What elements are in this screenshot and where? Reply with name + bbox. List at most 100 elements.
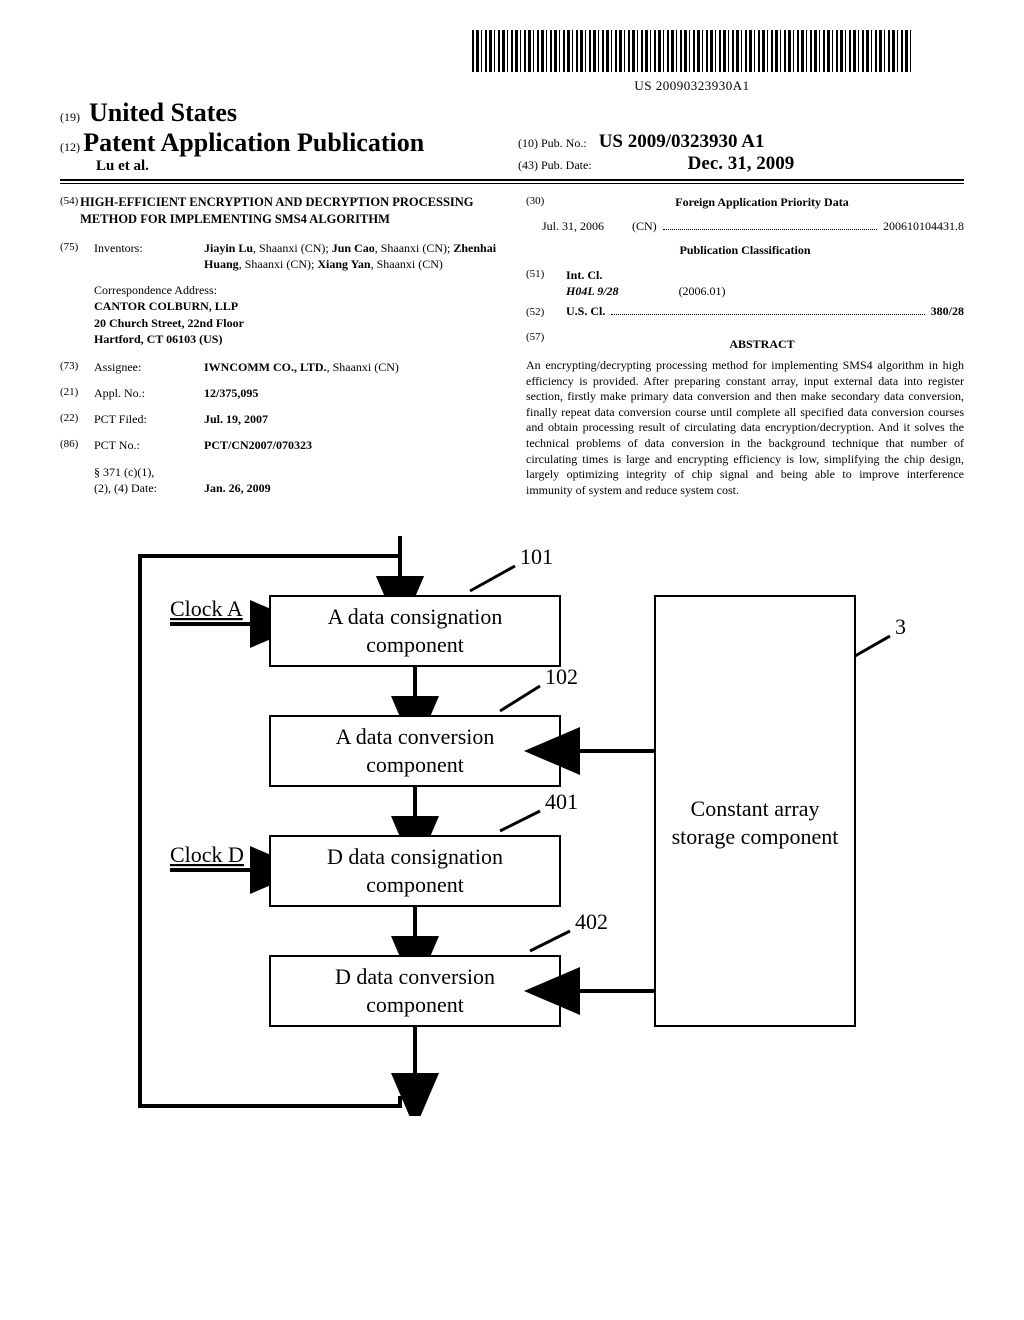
field-371b: (2), (4) Date: Jan. 26, 2009 [60,480,498,496]
abstract-text: An encrypting/decrypting processing meth… [526,358,964,498]
invention-title: HIGH-EFFICIENT ENCRYPTION AND DECRYPTION… [80,194,498,228]
pub-no-row: (10) Pub. No.: US 2009/0323930 A1 [518,131,964,153]
divider-thin [60,183,964,184]
inid-52: (52) [526,305,560,320]
ref-3: 3 [895,614,906,639]
field-51: (51) Int. Cl. H04L 9/28 (2006.01) [526,267,964,299]
ref-102-leader [500,686,540,711]
bibliographic-columns: (54) HIGH-EFFICIENT ENCRYPTION AND DECRY… [60,194,964,506]
s371-label2: (2), (4) Date: [94,480,204,496]
barcode-text: US 20090323930A1 [420,78,964,94]
country: United States [89,98,237,127]
inventors-value: Jiayin Lu, Shaanxi (CN); Jun Cao, Shaanx… [204,240,498,272]
field-371: § 371 (c)(1), [60,464,498,480]
ref-3-leader [855,636,890,656]
inid-73: (73) [60,359,94,375]
pub-no: US 2009/0323930 A1 [599,131,765,152]
inid-30: (30) [526,194,560,210]
box-402-l1: D data conversion [335,964,495,989]
inid-75: (75) [60,240,94,272]
intcl-code: H04L 9/28 [566,283,619,299]
pubclass-heading: Publication Classification [526,242,964,258]
pub-type-row: (12) Patent Application Publication [60,128,506,158]
inid-86: (86) [60,437,94,453]
field-54: (54) HIGH-EFFICIENT ENCRYPTION AND DECRY… [60,194,498,228]
box-3-l2: storage component [672,824,839,849]
field-75: (75) Inventors: Jiayin Lu, Shaanxi (CN);… [60,240,498,272]
box-401-l1: D data consignation [327,844,503,869]
diagram-svg: Clock A A data consignation component 10… [100,536,920,1116]
s371-label1: § 371 (c)(1), [94,464,204,480]
pctfiled-value: Jul. 19, 2007 [204,411,498,427]
correspondence-line2: 20 Church Street, 22nd Floor [94,315,498,331]
field-57-heading: (57) ABSTRACT [526,330,964,358]
pctno-label: PCT No.: [94,437,204,453]
inid-57: (57) [526,330,560,358]
correspondence-block: Correspondence Address: CANTOR COLBURN, … [94,282,498,347]
ref-402-leader [530,931,570,951]
intcl-label: Int. Cl. [566,267,726,283]
field-30-heading: (30) Foreign Application Priority Data [526,194,964,210]
inid-21: (21) [60,385,94,401]
s371-value: Jan. 26, 2009 [204,480,498,496]
pctno-value: PCT/CN2007/070323 [204,437,498,453]
box-101-l1: A data consignation [328,604,503,629]
pub-no-label: Pub. No.: [541,136,587,150]
pctfiled-label: PCT Filed: [94,411,204,427]
assignee-label: Assignee: [94,359,204,375]
foreign-country: (CN) [632,218,657,234]
dots [663,223,877,230]
dots2 [611,308,924,315]
header-row-2: (12) Patent Application Publication Lu e… [60,128,964,175]
inid-10: (10) [518,136,538,150]
barcode-graphic [472,30,912,72]
barcode-area: US 20090323930A1 [420,30,964,94]
foreign-date: Jul. 31, 2006 [542,218,604,234]
inid-12: (12) [60,140,80,154]
uscl-label: U.S. Cl. [566,303,605,319]
box-101-l2: component [366,632,464,657]
clock-d-label: Clock D [170,842,244,867]
figure-diagram: Clock A A data consignation component 10… [100,536,924,1116]
divider-thick [60,179,964,181]
pub-date: Dec. 31, 2009 [688,153,795,174]
foreign-priority-heading: Foreign Application Priority Data [560,194,964,210]
inid-43: (43) [518,158,538,172]
abstract-heading: ABSTRACT [560,336,964,352]
inid-51: (51) [526,267,560,299]
pub-date-label: Pub. Date: [541,158,592,172]
assignee-value: IWNCOMM CO., LTD., Shaanxi (CN) [204,359,498,375]
box-401-l2: component [366,872,464,897]
ref-401-leader [500,811,540,831]
foreign-priority-row: Jul. 31, 2006 (CN) 200610104431.8 [542,218,964,234]
applno-value: 12/375,095 [204,385,498,401]
applno-label: Appl. No.: [94,385,204,401]
pub-date-row: (43) Pub. Date: Dec. 31, 2009 [518,153,964,175]
field-21: (21) Appl. No.: 12/375,095 [60,385,498,401]
authors: Lu et al. [96,158,506,175]
publication-type: Patent Application Publication [83,128,424,157]
correspondence-line1: CANTOR COLBURN, LLP [94,298,498,314]
field-52: (52) U.S. Cl. 380/28 [526,303,964,320]
clock-a-label: Clock A [170,596,243,621]
right-column: (30) Foreign Application Priority Data J… [526,194,964,506]
field-86: (86) PCT No.: PCT/CN2007/070323 [60,437,498,453]
inid-54: (54) [60,194,80,228]
ref-101: 101 [520,544,553,569]
box-102-l2: component [366,752,464,777]
box-402-l2: component [366,992,464,1017]
header-line-country: (19) United States [60,98,964,128]
inid-22: (22) [60,411,94,427]
correspondence-label: Correspondence Address: [94,282,498,298]
ref-102: 102 [545,664,578,689]
foreign-appno: 200610104431.8 [883,218,964,234]
field-73: (73) Assignee: IWNCOMM CO., LTD., Shaanx… [60,359,498,375]
ref-101-leader [470,566,515,591]
box-3-l1: Constant array [691,796,820,821]
inid-19: (19) [60,110,80,124]
uscl-value: 380/28 [931,303,964,319]
left-column: (54) HIGH-EFFICIENT ENCRYPTION AND DECRY… [60,194,498,506]
correspondence-line3: Hartford, CT 06103 (US) [94,331,498,347]
ref-402: 402 [575,909,608,934]
header: (19) United States (12) Patent Applicati… [60,98,964,175]
